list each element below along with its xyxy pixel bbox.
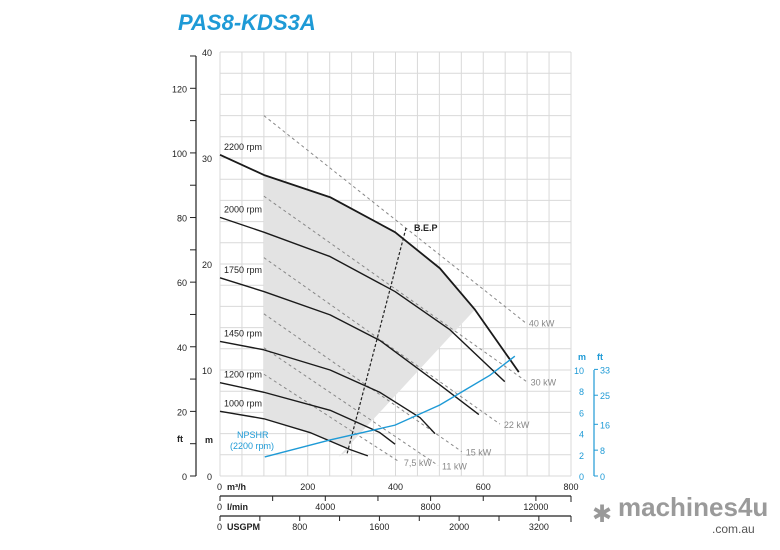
npshr-curve bbox=[264, 355, 516, 458]
power-label: 30 kW bbox=[531, 378, 557, 388]
y-tick-ft: 80 bbox=[177, 214, 187, 224]
power-line bbox=[263, 257, 501, 425]
y2-tick-m: 8 bbox=[579, 387, 584, 397]
power-label: 40 kW bbox=[529, 318, 555, 328]
x-tick-usgpm: 2000 bbox=[449, 522, 469, 532]
power-label: 7,5 kW bbox=[404, 458, 433, 468]
bep-label: B.E.P bbox=[414, 223, 438, 233]
power-line bbox=[263, 115, 526, 323]
logo-suffix: .com.au bbox=[712, 522, 755, 536]
power-label: 15 kW bbox=[466, 448, 492, 458]
x-axis-label: m³/h bbox=[227, 482, 246, 492]
head-curve bbox=[219, 382, 396, 445]
x-tick-lmin: 0 bbox=[217, 502, 222, 512]
y-tick-m: 40 bbox=[202, 48, 212, 58]
npshr-label: NPSHR bbox=[237, 430, 269, 440]
y2-tick-ft: 16 bbox=[600, 420, 610, 430]
power-label: 22 kW bbox=[504, 420, 530, 430]
rpm-label: 2000 rpm bbox=[224, 204, 262, 214]
logo-text: machines4u bbox=[618, 492, 768, 522]
y2-tick-ft: 33 bbox=[600, 365, 610, 375]
usgpm-axis-label: USGPM bbox=[227, 522, 260, 532]
head-curve bbox=[219, 216, 506, 383]
y2-tick-m: 10 bbox=[574, 366, 584, 376]
y2-tick-ft: 25 bbox=[600, 391, 610, 401]
x-tick-usgpm: 800 bbox=[292, 522, 307, 532]
y2-axis-m-label: m bbox=[578, 352, 586, 362]
y2-tick-ft: 8 bbox=[600, 446, 605, 456]
y-tick-ft: 40 bbox=[177, 343, 187, 353]
chart-title: PAS8-KDS3A bbox=[178, 10, 316, 35]
rpm-label: 1200 rpm bbox=[224, 370, 262, 380]
power-line bbox=[263, 313, 463, 453]
y-axis-ft-label: ft bbox=[177, 434, 183, 444]
y-tick-ft: 0 bbox=[182, 472, 187, 482]
rpm-label: 2200 rpm bbox=[224, 142, 262, 152]
y-tick-ft: 60 bbox=[177, 278, 187, 288]
lmin-axis-label: l/min bbox=[227, 502, 248, 512]
rpm-label: 1000 rpm bbox=[224, 398, 262, 408]
y-tick-m: 0 bbox=[207, 472, 212, 482]
x-tick-lmin: 12000 bbox=[523, 502, 548, 512]
x-tick-usgpm: 3200 bbox=[529, 522, 549, 532]
x-tick-usgpm: 1600 bbox=[369, 522, 389, 532]
x-tick-usgpm: 0 bbox=[217, 522, 222, 532]
y-tick-ft: 100 bbox=[172, 149, 187, 159]
y-tick-m: 20 bbox=[202, 260, 212, 270]
npshr-sublabel: (2200 rpm) bbox=[230, 441, 274, 451]
y2-axis-ft-label: ft bbox=[597, 352, 603, 362]
y-tick-m: 30 bbox=[202, 154, 212, 164]
machines4u-logo: ✱ machines4u.com.au bbox=[592, 492, 768, 536]
y2-tick-ft: 0 bbox=[600, 472, 605, 482]
x-tick-m3h: 800 bbox=[563, 482, 578, 492]
bep-line bbox=[346, 227, 407, 455]
power-label: 11 kW bbox=[442, 461, 467, 471]
x-tick-m3h: 400 bbox=[388, 482, 403, 492]
rpm-label: 1750 rpm bbox=[224, 265, 262, 275]
head-curve bbox=[219, 340, 436, 435]
y2-tick-m: 4 bbox=[579, 430, 584, 440]
y2-tick-m: 6 bbox=[579, 408, 584, 418]
operating-region bbox=[263, 174, 475, 457]
power-line bbox=[263, 347, 439, 466]
x-tick-lmin: 8000 bbox=[421, 502, 441, 512]
y2-tick-m: 0 bbox=[579, 472, 584, 482]
x-tick-m3h: 0 bbox=[217, 482, 222, 492]
x-tick-m3h: 200 bbox=[300, 482, 315, 492]
head-curve bbox=[219, 154, 520, 373]
x-tick-m3h: 600 bbox=[476, 482, 491, 492]
y-tick-ft: 20 bbox=[177, 407, 187, 417]
y2-tick-m: 2 bbox=[579, 451, 584, 461]
head-curve bbox=[219, 410, 369, 457]
rpm-label: 1450 rpm bbox=[224, 328, 262, 338]
power-line bbox=[263, 373, 401, 463]
x-tick-lmin: 4000 bbox=[315, 502, 335, 512]
y-tick-ft: 120 bbox=[172, 84, 187, 94]
logo-star-icon: ✱ bbox=[592, 501, 612, 528]
y-axis-m-label: m bbox=[205, 435, 213, 445]
y-tick-m: 10 bbox=[202, 366, 212, 376]
head-curve bbox=[219, 277, 480, 416]
